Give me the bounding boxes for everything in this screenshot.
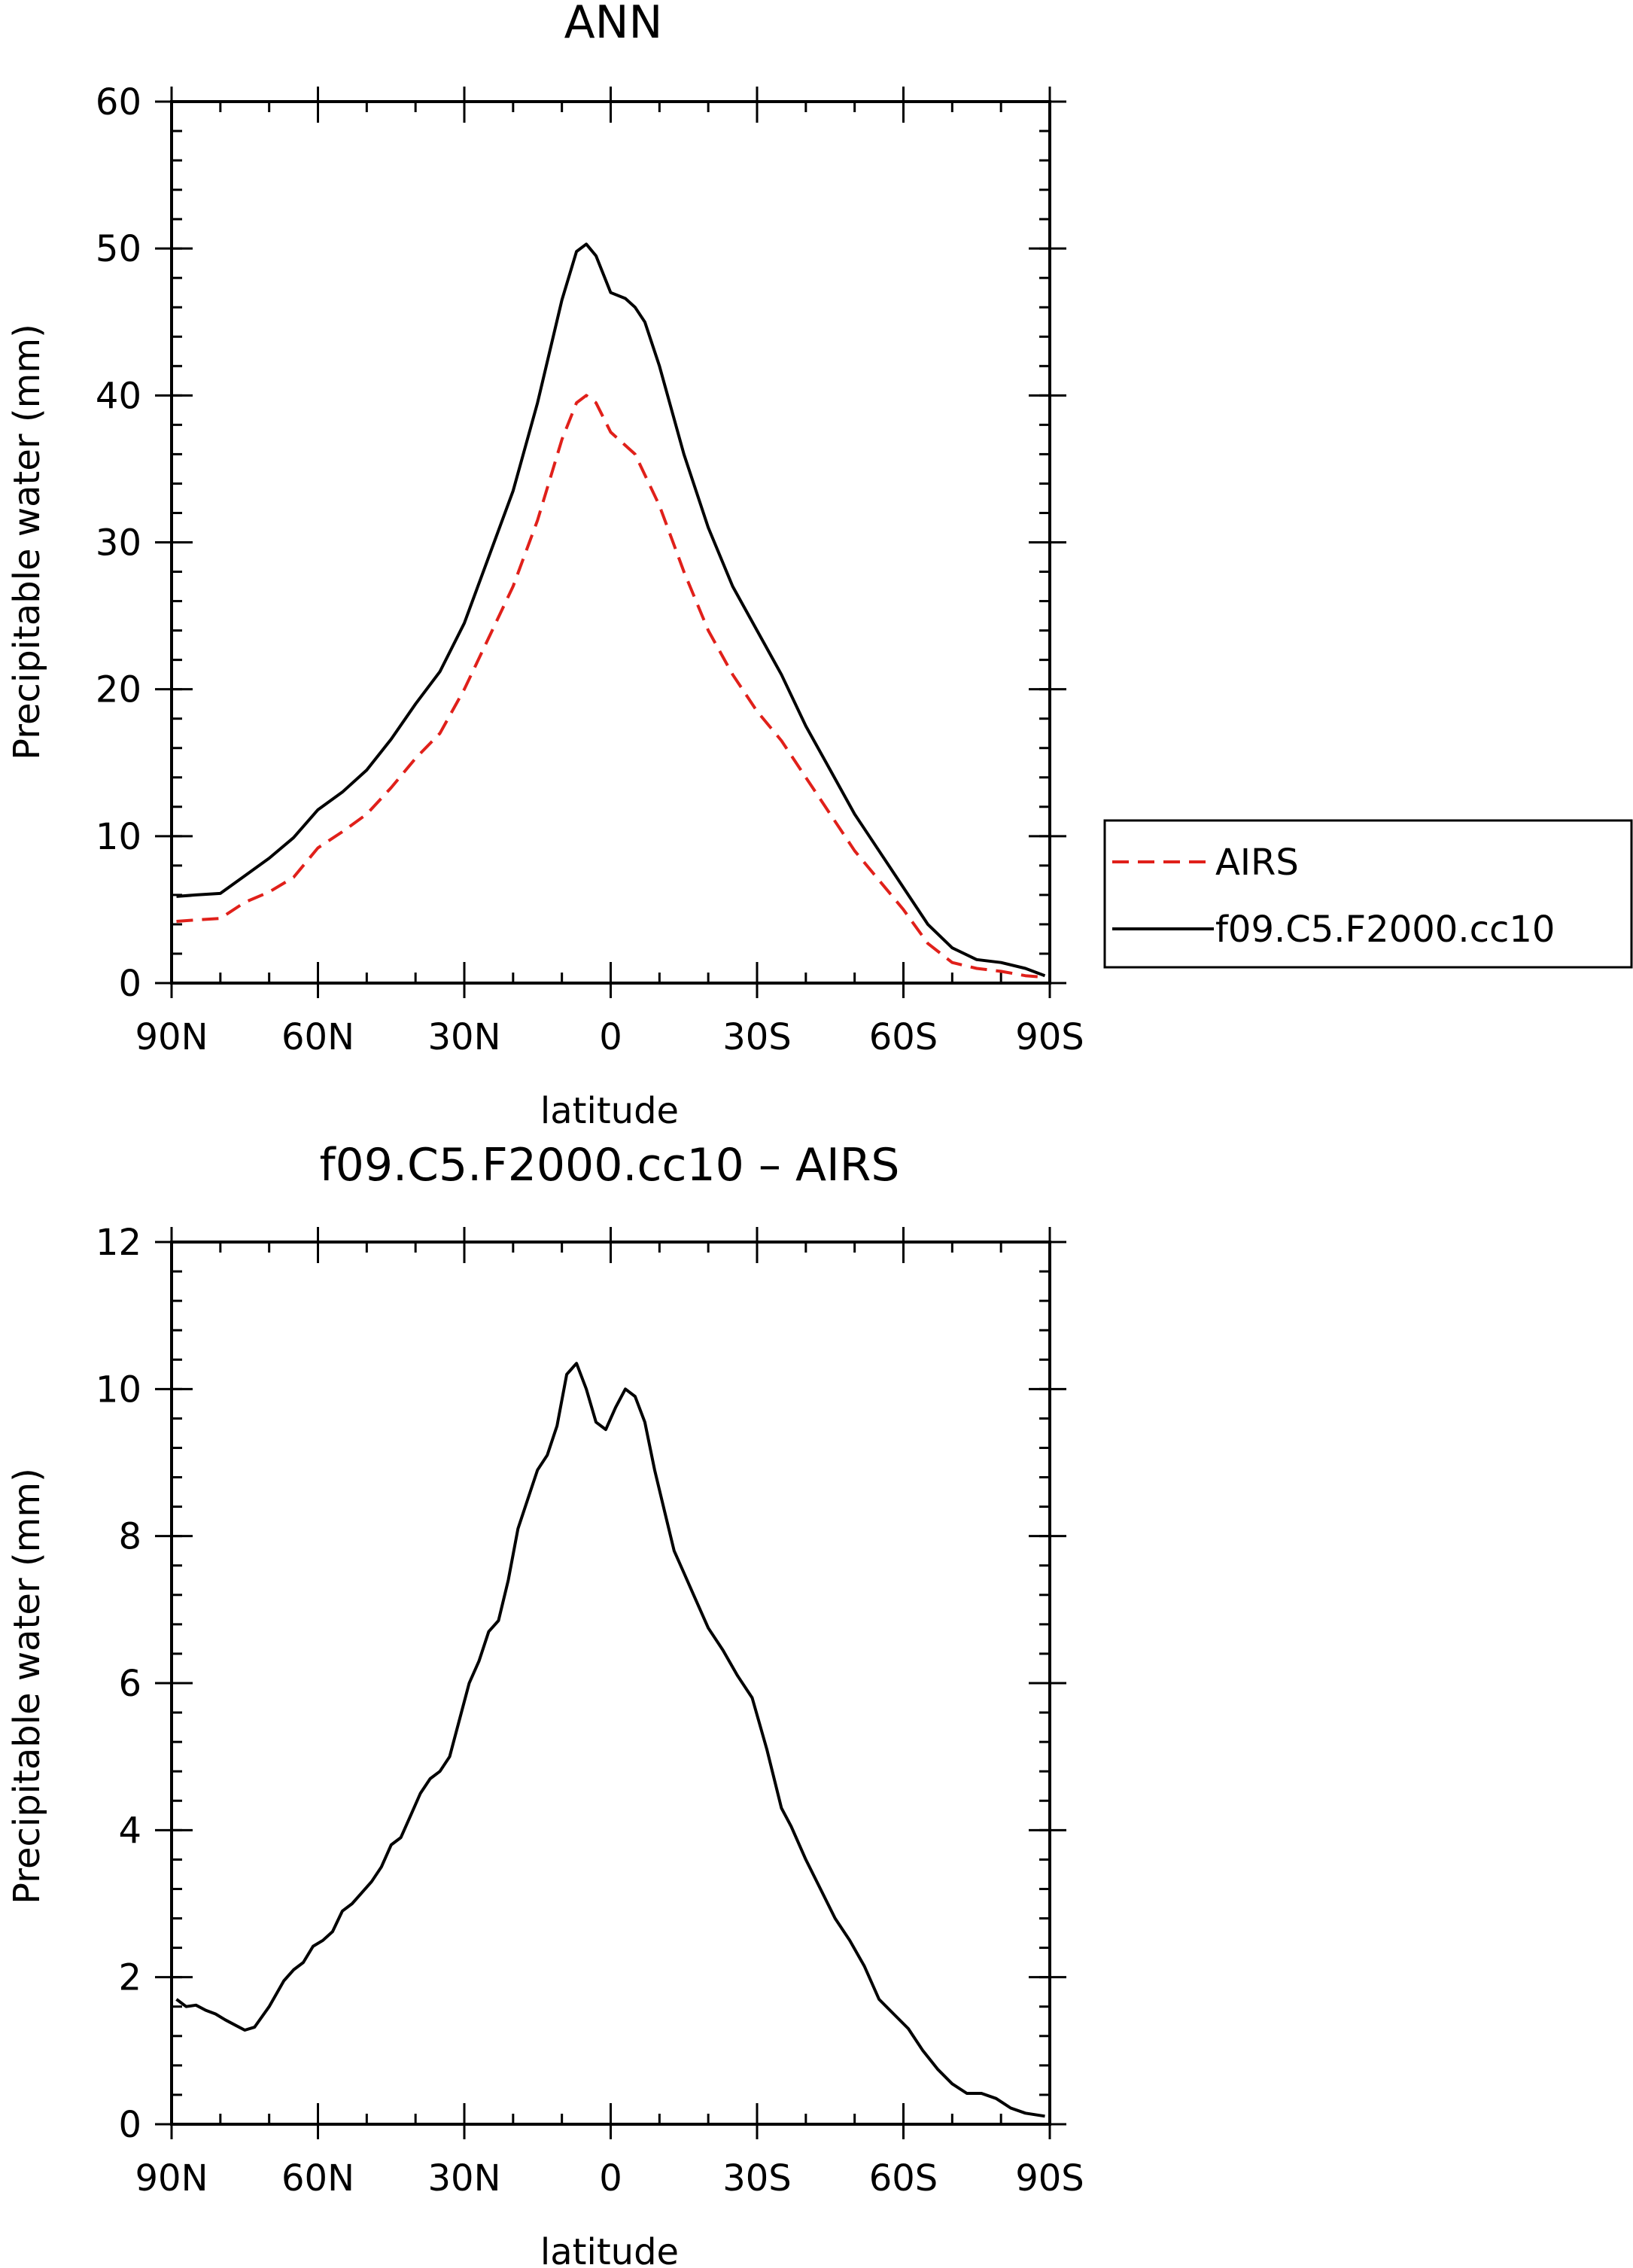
- top-x-axis-label: latitude: [540, 1090, 679, 1132]
- bottom-plot-area: 90N 60N 30N 0 30S 60S 90S 0 2 4 6 8 10 12: [96, 1222, 1084, 2200]
- x-tick-label: 90N: [135, 1016, 208, 1058]
- bottom-x-axis-label: latitude: [540, 2231, 679, 2268]
- x-tick-label: 30N: [428, 1016, 501, 1058]
- plot-frame: [170, 100, 1051, 985]
- x-tick-label: 60S: [869, 1016, 938, 1058]
- y-tick-label: 10: [96, 1368, 141, 1411]
- x-tick-label: 90N: [135, 2157, 208, 2200]
- plot-frame: [170, 1241, 1051, 2126]
- y-tick-label: 0: [118, 963, 141, 1005]
- x-tick-label: 30S: [722, 2157, 792, 2200]
- x-tick-label: 90S: [1015, 1016, 1084, 1058]
- top-chart-title: ANN: [564, 0, 663, 49]
- y-tick-label: 6: [118, 1663, 141, 1705]
- series-line-1-0: [175, 1362, 1045, 2118]
- y-tick-label: 10: [96, 816, 141, 858]
- y-tick-label: 0: [118, 2104, 141, 2146]
- x-tick-label: 60S: [869, 2157, 938, 2200]
- y-tick-label: 12: [96, 1222, 141, 1264]
- series-line-0-0: [176, 394, 1045, 979]
- x-tick-label: 30S: [722, 1016, 792, 1058]
- x-tick-label: 0: [599, 1016, 622, 1058]
- y-tick-label: 8: [118, 1516, 141, 1558]
- y-tick-label: 40: [96, 375, 141, 417]
- legend-label-airs: AIRS: [1215, 842, 1299, 884]
- y-tick-label: 30: [96, 522, 141, 565]
- legend-label-model: f09.C5.F2000.cc10: [1215, 909, 1555, 951]
- bottom-chart-title: f09.C5.F2000.cc10 – AIRS: [320, 1139, 900, 1192]
- legend: AIRS f09.C5.F2000.cc10: [1103, 819, 1633, 969]
- top-y-axis-label: Precipitable water (mm): [6, 324, 48, 760]
- x-tick-label: 60N: [281, 2157, 354, 2200]
- y-tick-label: 20: [96, 669, 141, 711]
- x-tick-label: 30N: [428, 2157, 501, 2200]
- x-tick-label: 90S: [1015, 2157, 1084, 2200]
- x-tick-label: 0: [599, 2157, 622, 2200]
- x-tick-label: 60N: [281, 1016, 354, 1058]
- series-line-0-1: [176, 242, 1046, 978]
- bottom-panel: f09.C5.F2000.cc10 – AIRS 90N 60N 30N 0 30S 60…: [6, 1139, 1084, 2268]
- legend-box: [1103, 819, 1633, 969]
- y-tick-label: 2: [118, 1957, 141, 1999]
- y-tick-label: 60: [96, 81, 141, 123]
- y-tick-label: 50: [96, 228, 141, 270]
- top-panel: ANN 90N 60N 30N 0 30S 60S 90S 0 10 20 30 40 50 60 lat…: [6, 0, 1633, 1132]
- y-tick-label: 4: [118, 1810, 141, 1852]
- bottom-y-axis-label: Precipitable water (mm): [6, 1468, 48, 1904]
- top-plot-area: 90N 60N 30N 0 30S 60S 90S 0 10 20 30 40 50 60: [96, 81, 1084, 1058]
